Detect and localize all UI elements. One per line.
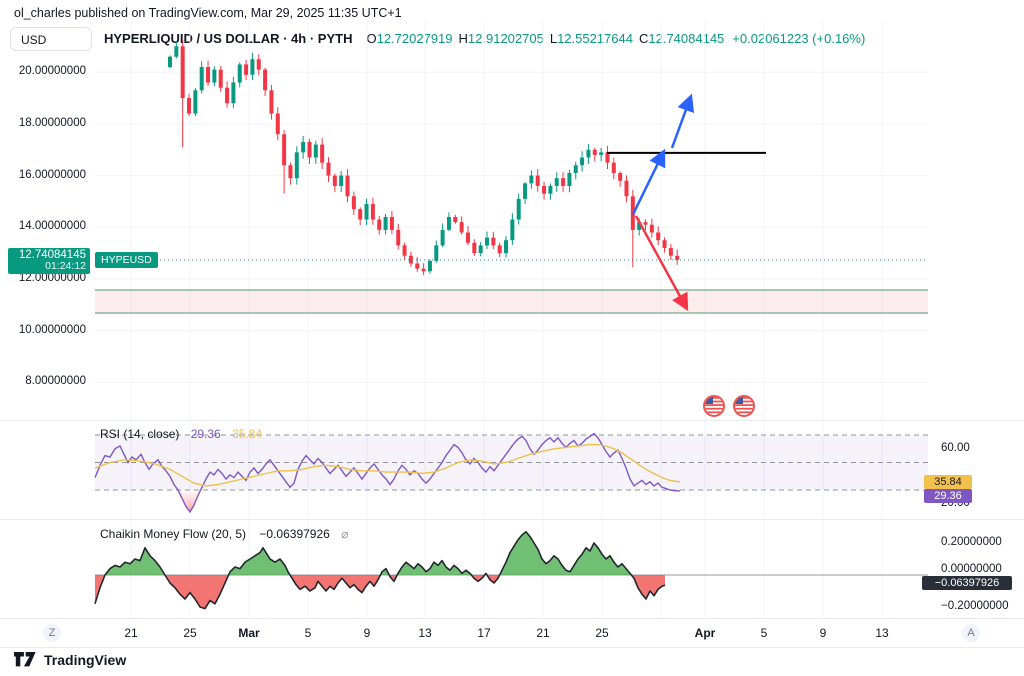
close-label: C: [638, 31, 649, 46]
time-tick-label: 21: [124, 626, 138, 640]
tradingview-brand-text: TradingView: [44, 652, 127, 668]
time-tick-label: 13: [418, 626, 432, 640]
price-tick-label: 18.00000000: [18, 116, 86, 129]
blue-arrow-2[interactable]: [670, 93, 695, 149]
cmf-axis-label: 0.00000000: [941, 563, 1002, 575]
time-tick-label: 21: [536, 626, 550, 640]
time-tick-label: 9: [819, 626, 827, 640]
rsi-axis-label: 60.00: [941, 441, 970, 454]
time-axis-separator: [0, 618, 1024, 619]
candlestick-series: [168, 39, 680, 276]
high-label: H: [458, 31, 468, 46]
symbol-legend[interactable]: HYPERLIQUID / US DOLLAR · 4h · PYTH O12.7…: [104, 27, 865, 51]
currency-button[interactable]: USD: [10, 27, 92, 51]
symbol-price-label: HYPEUSD: [95, 252, 158, 268]
rsi-ma-axis-badge: 35.84: [924, 475, 972, 489]
cmf-pane[interactable]: [0, 519, 1024, 618]
change-value: +0.02061223 (+0.16%): [732, 31, 866, 46]
red-arrow[interactable]: [634, 215, 689, 312]
attribution-text: ol_charles published on TradingView.com,…: [14, 6, 402, 20]
open-value: 12.72027919: [376, 31, 453, 46]
time-tick-label: 17: [477, 626, 491, 640]
cmf-negative-area: [95, 575, 665, 609]
rsi-ma-value: 35.84: [232, 427, 263, 441]
rsi-axis-badge: 29.36: [924, 489, 972, 503]
rsi-line-rsi: [94, 432, 681, 514]
high-value: 12.91202705: [467, 31, 544, 46]
time-tick-label: 5: [760, 626, 768, 640]
price-tick-label: 12.00000000: [18, 272, 86, 284]
cmf-axis-label: −0.20000000: [941, 600, 1009, 612]
cmf-title: Chaikin Money Flow (20, 5): [100, 527, 247, 541]
price-tick-label: 8.00000000: [25, 375, 86, 388]
rsi-title: RSI (14, close): [100, 427, 180, 441]
time-tick-label: 25: [595, 626, 609, 640]
symbol-title: HYPERLIQUID / US DOLLAR · 4h · PYTH: [104, 31, 353, 46]
rsi-value: 29.36: [190, 427, 221, 441]
main-price-pane[interactable]: [0, 22, 1024, 420]
tradingview-logo-icon: [14, 652, 36, 667]
vertical-gridlines: [130, 420, 883, 519]
pane-separator[interactable]: [0, 519, 1024, 520]
low-value: 12.55217644: [557, 31, 633, 46]
price-tick-label: 16.00000000: [18, 168, 86, 181]
support-zone[interactable]: [95, 289, 928, 314]
rsi-legend[interactable]: RSI (14, close) 29.36 35.84: [100, 427, 262, 441]
time-tick-label: Apr: [694, 626, 716, 640]
open-label: O: [366, 31, 377, 46]
blue-arrow-1[interactable]: [631, 148, 666, 215]
vertical-gridlines: [130, 22, 883, 420]
adjust-scale-button[interactable]: A: [962, 624, 980, 642]
rsi-pane[interactable]: [0, 420, 1024, 519]
current-price-tag: 12.74084145 01:24:12: [8, 248, 90, 274]
time-tick-label: 9: [363, 626, 371, 640]
time-tick-label: Mar: [238, 626, 260, 640]
low-label: L: [549, 31, 558, 46]
cmf-axis-badge: −0.06397926: [922, 576, 1012, 590]
time-tick-label: 13: [875, 626, 889, 640]
cmf-value: −0.06397926: [259, 527, 330, 541]
timezone-button[interactable]: Z: [43, 624, 61, 642]
pane-separator[interactable]: [0, 420, 1024, 421]
price-tick-label: 20.00000000: [18, 65, 86, 78]
time-tick-label: 25: [183, 626, 197, 640]
footer-separator: [0, 647, 1024, 648]
cmf-outline: [94, 531, 666, 610]
rsi-line-rsi-based-ma: [94, 443, 681, 487]
tradingview-footer-logo[interactable]: TradingView: [14, 652, 126, 668]
us-flag-event-icon[interactable]: [733, 395, 755, 417]
time-tick-label: 5: [304, 626, 312, 640]
current-price-value: 12.74084145: [18, 249, 86, 261]
rsi-oversold-fill: [178, 490, 201, 512]
us-flag-event-icon[interactable]: [703, 395, 725, 417]
cmf-positive-area: [95, 531, 665, 575]
cmf-axis-label: 0.20000000: [941, 536, 1002, 548]
price-tick-label: 14.00000000: [18, 220, 86, 233]
cmf-legend[interactable]: Chaikin Money Flow (20, 5) −0.06397926 ⌀: [100, 527, 348, 541]
bar-countdown: 01:24:12: [45, 260, 86, 272]
price-tick-label: 10.00000000: [18, 323, 86, 336]
empty-set-icon: ⌀: [341, 527, 349, 541]
